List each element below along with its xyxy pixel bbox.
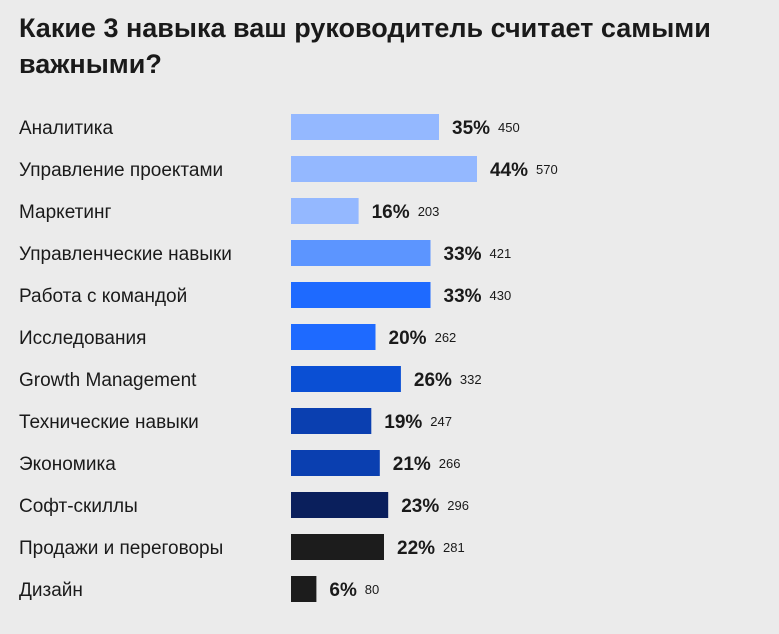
value-label: 19% xyxy=(384,412,422,433)
category-label: Управление проектами xyxy=(19,160,223,181)
value-label: 20% xyxy=(389,328,427,349)
value-label: 23% xyxy=(401,496,439,517)
category-label: Продажи и переговоры xyxy=(19,538,223,559)
bar xyxy=(291,576,317,602)
count-label: 247 xyxy=(430,414,452,429)
count-label: 570 xyxy=(536,162,558,177)
value-label: 26% xyxy=(414,370,452,391)
count-label: 332 xyxy=(460,372,482,387)
category-label: Экономика xyxy=(19,454,116,475)
bar xyxy=(291,450,380,476)
value-label: 35% xyxy=(452,118,490,139)
value-label: 16% xyxy=(372,202,410,223)
bar xyxy=(291,366,401,392)
count-label: 430 xyxy=(490,288,512,303)
value-label: 21% xyxy=(393,454,431,475)
value-label: 33% xyxy=(444,286,482,307)
bar xyxy=(291,534,384,560)
value-label: 22% xyxy=(397,538,435,559)
chart-title: Какие 3 навыка ваш руководитель считает … xyxy=(19,13,711,79)
category-label: Технические навыки xyxy=(19,412,199,433)
count-label: 203 xyxy=(418,204,440,219)
count-label: 296 xyxy=(447,498,469,513)
value-label: 6% xyxy=(329,580,357,601)
count-label: 281 xyxy=(443,540,465,555)
value-label: 33% xyxy=(444,244,482,265)
category-label: Управленческие навыки xyxy=(19,244,232,265)
category-label: Дизайн xyxy=(19,580,83,601)
category-label: Маркетинг xyxy=(19,202,111,223)
bar xyxy=(291,114,439,140)
bar xyxy=(291,492,389,518)
count-label: 262 xyxy=(435,330,457,345)
bar xyxy=(291,240,431,266)
category-label: Софт-скиллы xyxy=(19,496,138,517)
category-label: Growth Management xyxy=(19,370,197,391)
bar xyxy=(291,282,431,308)
category-label: Аналитика xyxy=(19,118,113,139)
count-label: 421 xyxy=(490,246,512,261)
bar xyxy=(291,198,359,224)
bar xyxy=(291,408,372,434)
count-label: 266 xyxy=(439,456,461,471)
bar xyxy=(291,324,376,350)
count-label: 450 xyxy=(498,120,520,135)
bar xyxy=(291,156,477,182)
value-label: 44% xyxy=(490,160,528,181)
category-label: Исследования xyxy=(19,328,146,349)
category-label: Работа с командой xyxy=(19,286,187,307)
count-label: 80 xyxy=(365,582,379,597)
